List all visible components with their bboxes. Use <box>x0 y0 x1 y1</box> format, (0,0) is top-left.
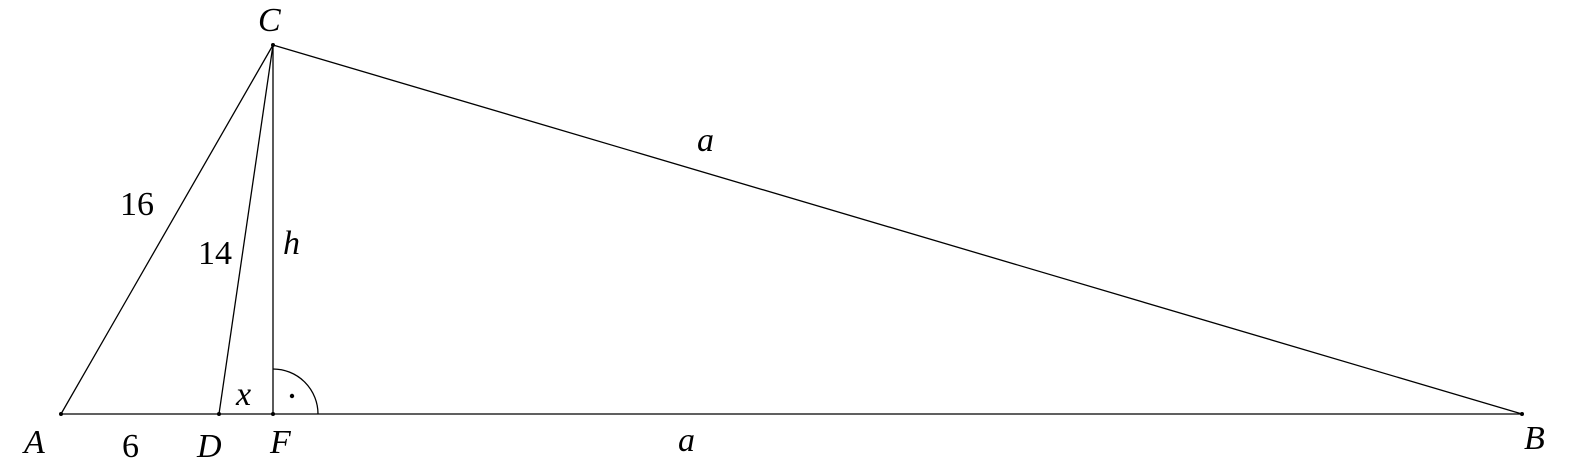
label-ad-length: 6 <box>122 428 139 465</box>
point-label-b: B <box>1524 420 1545 457</box>
label-dc-length: 14 <box>198 235 232 272</box>
point-label-d: D <box>196 428 222 465</box>
right-angle-arc <box>272 368 319 415</box>
point-d-marker <box>217 412 221 416</box>
point-f-marker <box>271 412 275 416</box>
point-c-marker <box>271 43 275 47</box>
label-df-x: x <box>235 376 251 413</box>
point-label-f: F <box>269 424 292 461</box>
label-cb-a: a <box>697 122 714 159</box>
point-a-marker <box>59 412 63 416</box>
label-ac-length: 16 <box>120 186 154 223</box>
point-b-marker <box>1520 412 1524 416</box>
segment-cb <box>272 44 1523 415</box>
point-label-a: A <box>22 424 45 461</box>
label-fb-a: a <box>678 422 695 459</box>
segment-ac <box>60 44 274 415</box>
point-label-c: C <box>258 2 281 39</box>
right-angle-dot <box>289 393 295 399</box>
label-height-h: h <box>283 225 300 262</box>
segment-dc <box>218 44 274 415</box>
